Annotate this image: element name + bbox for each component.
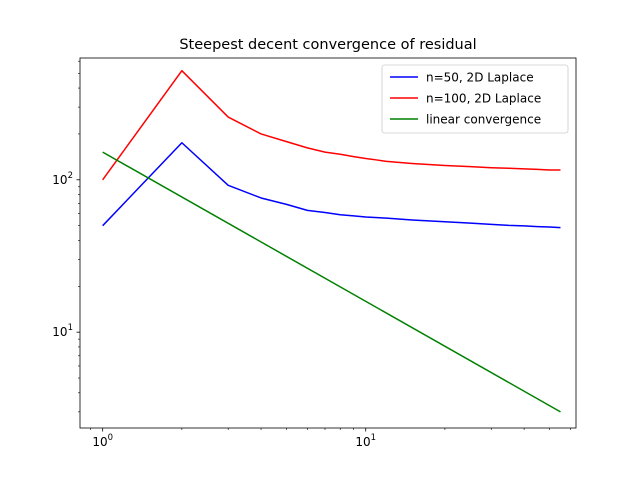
chart-title: Steepest decent convergence of residual xyxy=(179,37,476,53)
x-tick-label-1: 100 xyxy=(92,433,113,449)
series-line-3 xyxy=(102,151,561,413)
legend: n=50, 2D Laplace n=100, 2D Laplace linear … xyxy=(381,64,569,134)
x-tick-label-2: 101 xyxy=(355,433,376,449)
series-line-1 xyxy=(102,142,561,229)
legend-box xyxy=(381,64,569,134)
series-line-2 xyxy=(102,69,561,181)
plot-area xyxy=(102,69,561,413)
legend-label-1: n=50, 2D Laplace xyxy=(426,71,534,85)
legend-label-3: linear convergence xyxy=(426,113,541,127)
legend-label-2: n=100, 2D Laplace xyxy=(426,92,541,106)
axes-spines xyxy=(79,57,577,429)
ticks: 100 101 101 102 xyxy=(52,60,571,449)
y-tick-label-1: 101 xyxy=(52,323,73,339)
axes-frame xyxy=(79,57,577,429)
y-tick-label-2: 102 xyxy=(52,171,73,187)
